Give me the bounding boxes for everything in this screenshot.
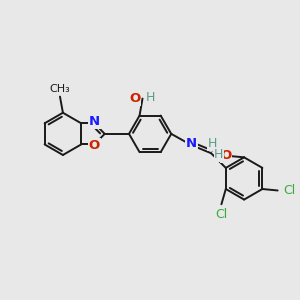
Text: O: O (220, 149, 232, 162)
Text: N: N (89, 115, 100, 128)
Text: N: N (186, 137, 197, 150)
Text: H: H (146, 91, 155, 104)
Text: CH₃: CH₃ (50, 84, 70, 94)
Text: Cl: Cl (283, 184, 295, 197)
Text: H: H (214, 148, 224, 161)
Text: Cl: Cl (215, 208, 227, 221)
Text: O: O (89, 140, 100, 152)
Text: H: H (208, 137, 217, 150)
Text: O: O (129, 92, 140, 105)
